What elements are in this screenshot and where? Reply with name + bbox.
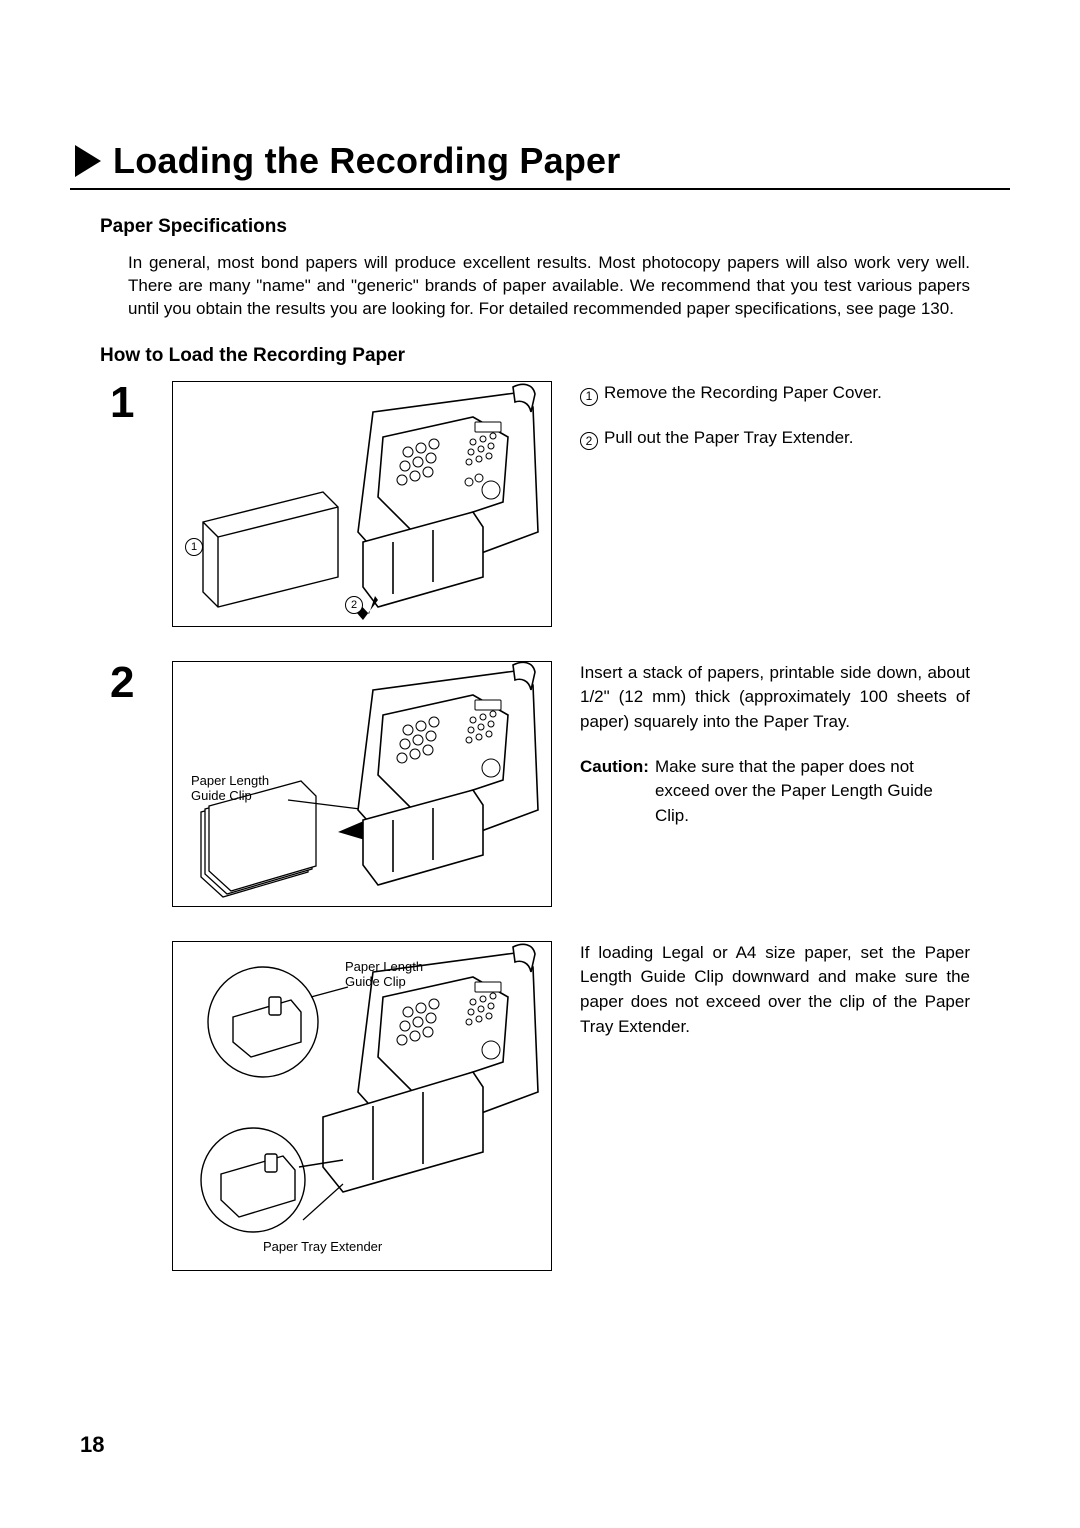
- step-2-body: Insert a stack of papers, printable side…: [580, 661, 970, 735]
- step-3-figure-label-1-line1: Paper Length: [345, 959, 423, 974]
- step-2-figure-label-line2: Guide Clip: [191, 788, 252, 803]
- step-2-figure: Paper Length Guide Clip: [172, 661, 552, 907]
- howto-heading: How to Load the Recording Paper: [100, 345, 1010, 367]
- circled-1-label: 1: [586, 388, 593, 405]
- circled-1-icon: 1: [580, 388, 598, 406]
- figure-marker-2-label: 2: [351, 599, 357, 611]
- step-2-figure-label: Paper Length Guide Clip: [191, 774, 269, 804]
- title-row: Loading the Recording Paper: [75, 140, 1010, 182]
- circled-2-icon: 2: [580, 432, 598, 450]
- step-3-text: If loading Legal or A4 size paper, set t…: [580, 941, 970, 1060]
- caution-label: Caution:: [580, 757, 649, 776]
- step-3-figure-label-2: Paper Tray Extender: [263, 1240, 382, 1255]
- step-1-text: 1 Remove the Recording Paper Cover. 2 Pull…: [580, 381, 970, 470]
- step-1-number: 1: [110, 381, 144, 425]
- fax-illustration-icon: [173, 382, 551, 626]
- step-2-row: 2: [110, 661, 970, 907]
- page-number: 18: [80, 1432, 104, 1458]
- circled-2-label: 2: [586, 433, 593, 450]
- paper-specs-paragraph: In general, most bond papers will produc…: [128, 252, 970, 321]
- step-2-text: Insert a stack of papers, printable side…: [580, 661, 970, 829]
- step-3-row: Paper Length Guide Clip Paper Tray Exten…: [110, 941, 970, 1271]
- step-2-caution: Caution: Make sure that the paper does n…: [580, 755, 970, 829]
- figure-marker-2-icon: 2: [345, 596, 363, 614]
- step-2-figure-label-line1: Paper Length: [191, 773, 269, 788]
- step-1-row: 1: [110, 381, 970, 627]
- step-1-line2: Pull out the Paper Tray Extender.: [604, 428, 853, 447]
- step-1-line1: Remove the Recording Paper Cover.: [604, 383, 882, 402]
- step-3-figure-label-1-line2: Guide Clip: [345, 974, 406, 989]
- figure-marker-1-icon: 1: [185, 538, 203, 556]
- step-3-figure: Paper Length Guide Clip Paper Tray Exten…: [172, 941, 552, 1271]
- step-2-number: 2: [110, 661, 144, 705]
- step-1-figure: 1 2: [172, 381, 552, 627]
- figure-marker-1-label: 1: [191, 541, 197, 553]
- step-3-figure-label-1: Paper Length Guide Clip: [345, 960, 423, 990]
- paper-specs-heading: Paper Specifications: [100, 216, 1010, 238]
- page-title: Loading the Recording Paper: [113, 140, 620, 182]
- step-3-body: If loading Legal or A4 size paper, set t…: [580, 941, 970, 1040]
- triangle-icon: [75, 145, 101, 177]
- title-rule: [70, 188, 1010, 190]
- caution-text: Make sure that the paper does not exceed…: [655, 755, 970, 829]
- fax-illustration-3-icon: [173, 942, 551, 1270]
